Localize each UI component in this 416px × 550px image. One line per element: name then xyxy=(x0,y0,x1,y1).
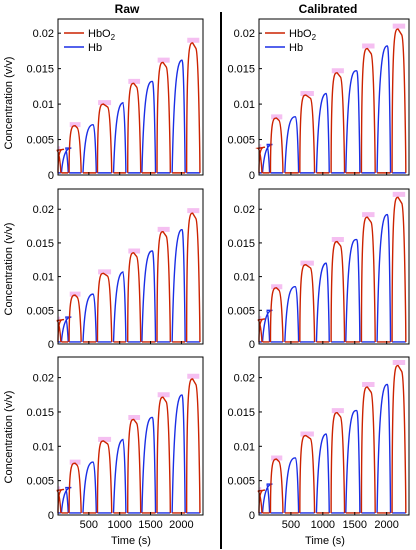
plot-frame xyxy=(258,18,410,176)
plot-frame xyxy=(57,188,204,345)
plot-frame xyxy=(258,188,410,345)
series-hbo2-line xyxy=(255,28,407,174)
y-tick-label: 0 xyxy=(249,510,255,522)
y-tick-label: 0 xyxy=(48,339,54,351)
x-tick-label: 500 xyxy=(80,519,98,531)
x-tick-label: 500 xyxy=(282,519,300,531)
series-hb-line xyxy=(58,394,200,514)
x-tick-label: 2000 xyxy=(374,519,398,531)
legend-label-hb: Hb xyxy=(289,42,303,54)
y-tick-label: 0.01 xyxy=(234,272,255,284)
panel-raw-3: 0 0.005 0.01 0.015 0.02 500 1000 1500 2000 xyxy=(26,356,204,531)
y-tick-label: 0.02 xyxy=(33,28,54,40)
series-hb-line xyxy=(58,59,200,174)
y-tick-label: 0.02 xyxy=(234,28,255,40)
series-hbo2-line xyxy=(56,212,201,343)
y-tick-label: 0 xyxy=(48,510,54,522)
y-tick-label: 0.02 xyxy=(234,204,255,216)
y-tick-label: 0.015 xyxy=(227,64,255,76)
plot-frame xyxy=(57,356,204,516)
series-hbo2-line xyxy=(257,364,407,514)
y-tick-label: 0.01 xyxy=(33,441,54,453)
series-hbo2-line xyxy=(56,42,201,174)
y-tick-label: 0.005 xyxy=(227,135,255,147)
panel-calibrated-2: 0 0.005 0.01 0.015 0.02 xyxy=(227,188,410,351)
series-hb-line xyxy=(259,383,406,514)
highlight-band xyxy=(58,373,200,492)
x-tick-label: 1000 xyxy=(107,519,131,531)
y-tick-label: 0.015 xyxy=(26,238,54,250)
column-title-calibrated: Calibrated xyxy=(299,2,358,16)
xlabel-left: Time (s) xyxy=(111,535,151,547)
ylabel-row-2: Concentration (v/v) xyxy=(3,223,15,316)
y-tick-label: 0.015 xyxy=(26,407,54,419)
y-tick-label: 0 xyxy=(249,339,255,351)
highlight-band xyxy=(259,23,406,150)
series-hbo2-line xyxy=(257,196,407,343)
panel-raw-2: 0 0.005 0.01 0.015 0.02 xyxy=(26,188,204,351)
plot-frame xyxy=(57,18,204,176)
x-tick-label: 1500 xyxy=(138,519,162,531)
y-tick-label: 0.02 xyxy=(234,373,255,385)
y-tick-label: 0.005 xyxy=(227,305,255,317)
plot-frame xyxy=(258,356,410,516)
x-tick-label: 1500 xyxy=(343,519,367,531)
y-tick-label: 0.015 xyxy=(26,64,54,76)
legend-label-hbo2: HbO2 xyxy=(88,28,116,42)
y-tick-label: 0 xyxy=(249,170,255,182)
y-tick-label: 0.01 xyxy=(234,441,255,453)
y-tick-label: 0.005 xyxy=(26,305,54,317)
x-tick-label: 2000 xyxy=(169,519,193,531)
series-hb-line xyxy=(58,228,200,343)
series-hb-line xyxy=(259,213,406,343)
y-tick-label: 0 xyxy=(48,170,54,182)
ylabel-row-3: Concentration (v/v) xyxy=(3,391,15,484)
ylabel-row-1: Concentration (v/v) xyxy=(3,57,15,150)
y-tick-label: 0.02 xyxy=(33,204,54,216)
y-tick-label: 0.005 xyxy=(227,476,255,488)
panel-calibrated-3: 0 0.005 0.01 0.015 0.02 500 1000 1500 2000 xyxy=(227,356,410,531)
highlight-band xyxy=(259,359,406,493)
y-tick-label: 0.015 xyxy=(227,238,255,250)
y-tick-label: 0.01 xyxy=(33,99,54,111)
x-tick-label: 1000 xyxy=(311,519,335,531)
y-tick-label: 0.01 xyxy=(234,99,255,111)
y-tick-label: 0.02 xyxy=(33,373,54,385)
xlabel-right: Time (s) xyxy=(305,535,345,547)
series-hbo2-line xyxy=(56,378,201,514)
legend-box xyxy=(62,23,146,55)
legend-label-hb: Hb xyxy=(88,42,102,54)
highlight-band xyxy=(58,37,200,152)
y-tick-label: 0.01 xyxy=(33,272,54,284)
legend-label-hbo2: HbO2 xyxy=(289,28,317,42)
legend-box xyxy=(263,23,347,55)
series-hb-line xyxy=(259,45,406,174)
legend-subscript: 2 xyxy=(312,33,317,42)
legend-subscript: 2 xyxy=(111,33,116,42)
y-tick-label: 0.015 xyxy=(227,407,255,419)
column-title-raw: Raw xyxy=(115,2,140,16)
y-tick-label: 0.005 xyxy=(26,476,54,488)
y-tick-label: 0.005 xyxy=(26,135,54,147)
highlight-band xyxy=(58,208,200,322)
highlight-band xyxy=(259,191,406,321)
